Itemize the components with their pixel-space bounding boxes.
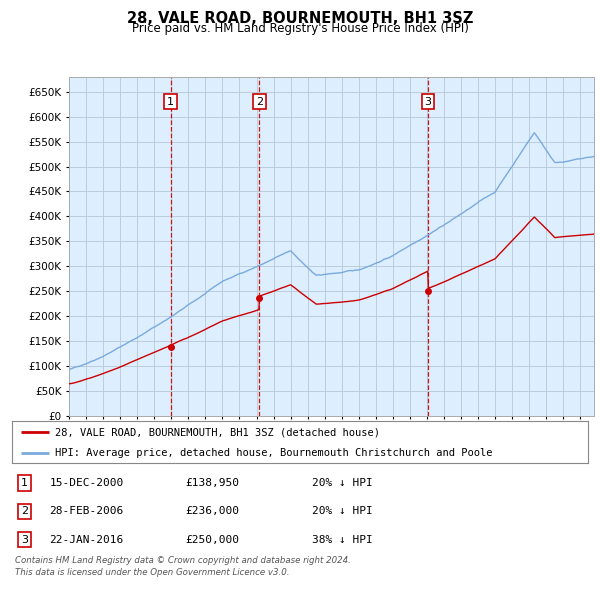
Text: £250,000: £250,000	[185, 535, 239, 545]
Text: 20% ↓ HPI: 20% ↓ HPI	[311, 478, 372, 488]
Text: £236,000: £236,000	[185, 506, 239, 516]
Text: 28, VALE ROAD, BOURNEMOUTH, BH1 3SZ (detached house): 28, VALE ROAD, BOURNEMOUTH, BH1 3SZ (det…	[55, 427, 380, 437]
Text: 28-FEB-2006: 28-FEB-2006	[49, 506, 124, 516]
Text: 2: 2	[256, 97, 263, 107]
Text: 3: 3	[21, 535, 28, 545]
Text: 2: 2	[21, 506, 28, 516]
Text: 20% ↓ HPI: 20% ↓ HPI	[311, 506, 372, 516]
Text: Price paid vs. HM Land Registry's House Price Index (HPI): Price paid vs. HM Land Registry's House …	[131, 22, 469, 35]
Text: 22-JAN-2016: 22-JAN-2016	[49, 535, 124, 545]
Text: 1: 1	[21, 478, 28, 488]
Text: 15-DEC-2000: 15-DEC-2000	[49, 478, 124, 488]
Text: 3: 3	[424, 97, 431, 107]
Text: 28, VALE ROAD, BOURNEMOUTH, BH1 3SZ: 28, VALE ROAD, BOURNEMOUTH, BH1 3SZ	[127, 11, 473, 25]
Text: 38% ↓ HPI: 38% ↓ HPI	[311, 535, 372, 545]
Text: Contains HM Land Registry data © Crown copyright and database right 2024.
This d: Contains HM Land Registry data © Crown c…	[15, 556, 351, 577]
Text: HPI: Average price, detached house, Bournemouth Christchurch and Poole: HPI: Average price, detached house, Bour…	[55, 448, 493, 457]
Text: 1: 1	[167, 97, 174, 107]
Text: £138,950: £138,950	[185, 478, 239, 488]
